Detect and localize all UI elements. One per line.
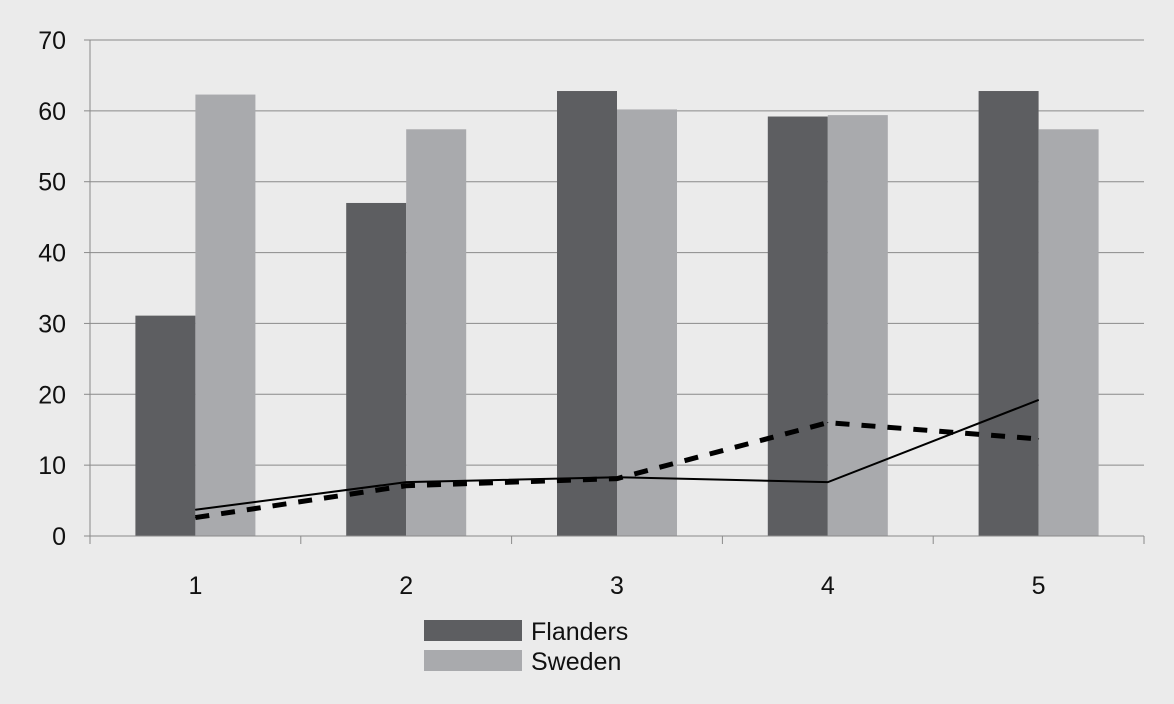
x-tick-label: 5 — [1032, 572, 1046, 600]
legend-swatch-flanders — [424, 620, 522, 641]
line-point-solid-4 — [827, 481, 829, 483]
y-tick-label: 40 — [38, 240, 66, 268]
y-tick-label: 30 — [38, 310, 66, 338]
x-tick-label: 1 — [188, 572, 202, 600]
legend-swatch-sweden — [424, 650, 522, 671]
bar-sweden-1 — [195, 94, 256, 536]
y-tick-label: 70 — [38, 27, 66, 55]
y-tick-label: 0 — [52, 523, 66, 551]
line-point-dashed-2 — [405, 485, 407, 487]
bar-flanders-2 — [346, 202, 407, 536]
axes: 0 10 20 30 40 50 60 70 1 2 3 4 5 — [38, 27, 1145, 600]
y-tick-label: 60 — [38, 98, 66, 126]
legend-label-sweden: Sweden — [531, 648, 621, 676]
bar-flanders-4 — [767, 116, 828, 537]
line-point-solid-1 — [194, 509, 196, 511]
bar-flanders-1 — [135, 315, 196, 536]
line-point-dashed-5 — [1038, 438, 1040, 440]
bar-sweden-4 — [827, 115, 888, 536]
bars — [135, 91, 1099, 537]
bar-flanders-5 — [978, 91, 1039, 536]
bar-flanders-3 — [557, 91, 617, 536]
bar-sweden-5 — [1038, 129, 1099, 536]
x-tick-label: 2 — [399, 572, 413, 600]
x-tick-label: 4 — [821, 572, 835, 600]
y-tick-label: 20 — [38, 381, 66, 409]
line-point-dashed-3 — [616, 478, 618, 480]
y-tick-label: 50 — [38, 169, 66, 197]
legend-label-flanders: Flanders — [531, 618, 628, 646]
line-point-dashed-1 — [194, 517, 196, 519]
line-point-dashed-4 — [827, 422, 829, 424]
line-point-solid-2 — [405, 481, 407, 483]
line-point-solid-5 — [1038, 399, 1040, 401]
y-tick-label: 10 — [38, 452, 66, 480]
bar-sweden-2 — [406, 129, 467, 536]
trend-lines — [194, 399, 1040, 521]
x-tick-label: 3 — [610, 572, 624, 600]
